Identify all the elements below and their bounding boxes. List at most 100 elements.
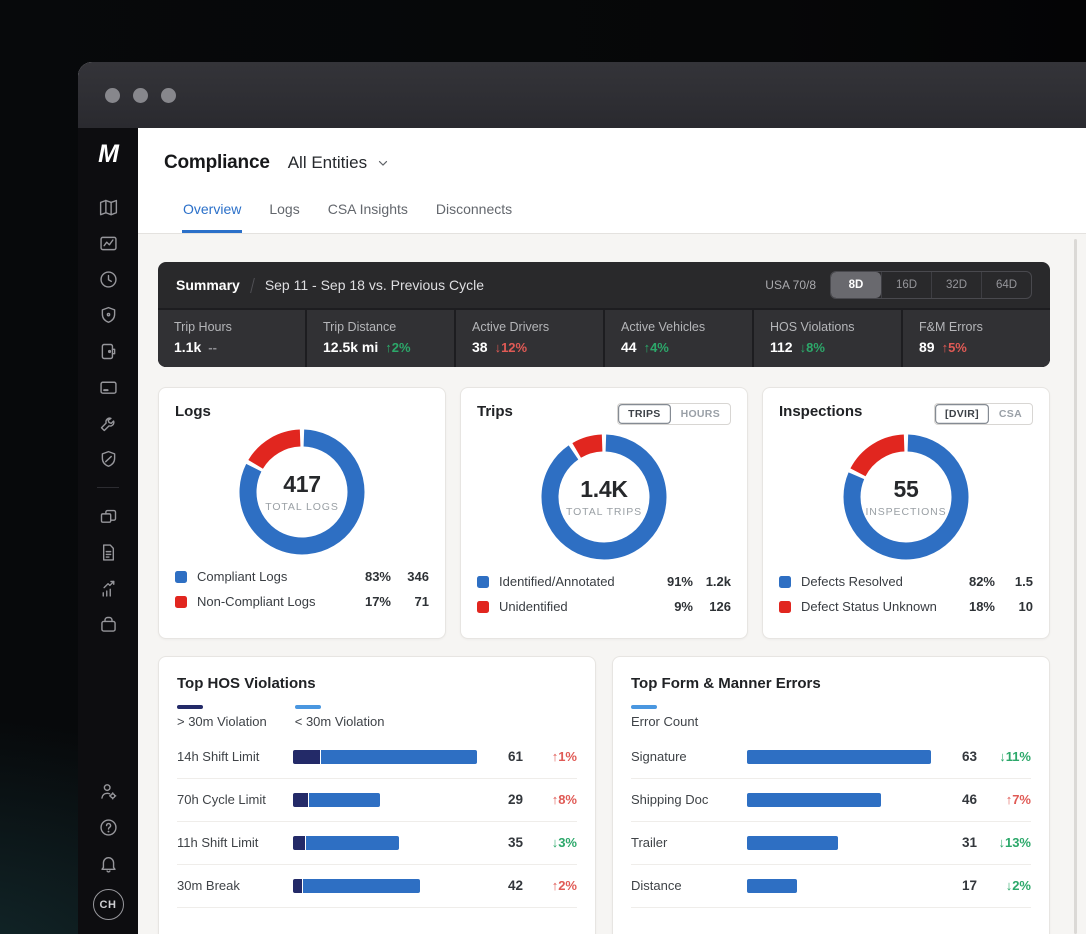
scrollbar[interactable] xyxy=(1074,239,1077,934)
app-window: M xyxy=(78,62,1086,934)
sidebar-item-cards[interactable] xyxy=(78,369,138,405)
window-control-dot[interactable] xyxy=(161,87,176,103)
eld-device-icon xyxy=(101,343,115,359)
tab-bar: Overview Logs CSA Insights Disconnects xyxy=(164,201,1086,233)
user-avatar[interactable]: CH xyxy=(92,889,124,920)
stat-active-drivers: Active Drivers 38 ↓12% xyxy=(456,310,603,367)
main-content: Compliance All Entities Overview Logs CS… xyxy=(138,128,1086,934)
stat-trip-hours: Trip Hours 1.1k -- xyxy=(158,310,305,367)
blue-swatch xyxy=(477,575,489,588)
inspections-donut-chart: 55 INSPECTIONS xyxy=(842,433,970,561)
hos-row-30m: 30m Break 42 ↑2% xyxy=(177,865,577,908)
sidebar-item-dashboard[interactable] xyxy=(78,225,138,261)
bar-segment-under-30m xyxy=(302,878,420,893)
legend-over-30m: > 30m Violation xyxy=(177,705,267,729)
dashboard-icon xyxy=(99,236,117,250)
bar-segment-over-30m xyxy=(293,835,305,850)
dvir-csa-toggle: [DVIR] CSA xyxy=(934,403,1033,425)
trips-donut-chart: 1.4K TOTAL TRIPS xyxy=(540,433,668,561)
cycle-label: USA 70/8 xyxy=(765,278,816,292)
sidebar-item-marketplace[interactable] xyxy=(78,606,138,642)
legend-compliant-logs: Compliant Logs 83% 346 xyxy=(175,569,429,584)
navy-line-swatch xyxy=(177,705,203,709)
toggle-hours-button[interactable]: HOURS xyxy=(671,404,730,424)
stacked-bar xyxy=(293,749,477,764)
donut-chart xyxy=(239,429,365,555)
legend-noncompliant-logs: Non-Compliant Logs 17% 71 xyxy=(175,594,429,609)
legend-defect-status-unknown: Defect Status Unknown 18% 10 xyxy=(779,599,1033,614)
range-32d-button[interactable]: 32D xyxy=(931,272,981,298)
fm-card-title: Top Form & Manner Errors xyxy=(631,675,821,692)
page-header: Compliance All Entities Overview Logs CS… xyxy=(138,128,1086,234)
hos-row-11h: 11h Shift Limit 35 ↓3% xyxy=(177,822,577,865)
toggle-csa-button[interactable]: CSA xyxy=(989,404,1032,424)
hos-row-70h: 70h Cycle Limit 29 ↑8% xyxy=(177,779,577,822)
red-swatch xyxy=(779,600,791,613)
top-hos-violations-card: Top HOS Violations > 30m Violation < 30m… xyxy=(158,656,596,934)
sidebar-item-reports[interactable] xyxy=(78,570,138,606)
toggle-dvir-button[interactable]: [DVIR] xyxy=(935,404,989,424)
tab-overview[interactable]: Overview xyxy=(182,201,243,233)
trips-card-title: Trips xyxy=(477,403,513,420)
sidebar-item-eld[interactable] xyxy=(78,333,138,369)
compass-shield-icon xyxy=(101,450,115,467)
fm-row-distance: Distance 17 ↓2% xyxy=(631,865,1031,908)
bar-segment-over-30m xyxy=(293,792,308,807)
window-control-dot[interactable] xyxy=(105,87,120,103)
tab-logs[interactable]: Logs xyxy=(268,201,300,233)
fm-row-signature: Signature 63 ↓11% xyxy=(631,736,1031,779)
bar xyxy=(747,835,838,850)
fm-bar-chart: Signature 63 ↓11% Shipping Doc 46 ↑7% xyxy=(631,736,1031,908)
legend-under-30m: < 30m Violation xyxy=(294,705,385,729)
sidebar-item-help[interactable] xyxy=(78,809,138,845)
sidebar-item-admin[interactable] xyxy=(78,773,138,809)
sidebar-item-documents[interactable] xyxy=(78,534,138,570)
tab-disconnects[interactable]: Disconnects xyxy=(435,201,513,233)
trips-card: Trips TRIPS HOURS 1.4K TOTAL T xyxy=(460,387,748,639)
donut-chart xyxy=(541,434,667,560)
sidebar-item-dispatch[interactable] xyxy=(78,441,138,477)
range-8d-button[interactable]: 8D xyxy=(831,272,881,298)
range-16d-button[interactable]: 16D xyxy=(881,272,931,298)
sidebar-item-maintenance[interactable] xyxy=(78,405,138,441)
inspections-card: Inspections [DVIR] CSA 55 INSP xyxy=(762,387,1050,639)
bar xyxy=(747,749,931,764)
chevron-down-icon xyxy=(378,160,388,166)
window-control-dot[interactable] xyxy=(133,87,148,103)
inspections-card-title: Inspections xyxy=(779,403,863,420)
stat-active-vehicles: Active Vehicles 44 ↑4% xyxy=(605,310,752,367)
fm-row-shipping-doc: Shipping Doc 46 ↑7% xyxy=(631,779,1031,822)
legend-unidentified: Unidentified 9% 126 xyxy=(477,599,731,614)
stat-fm-errors: F&M Errors 89 ↑5% xyxy=(903,310,1050,367)
page-title: Compliance xyxy=(164,152,270,173)
range-64d-button[interactable]: 64D xyxy=(981,272,1031,298)
summary-panel: Summary Sep 11 - Sep 18 vs. Previous Cyc… xyxy=(158,262,1050,367)
motive-logo: M xyxy=(98,140,119,168)
logs-card-title: Logs xyxy=(175,403,211,420)
sidebar-divider xyxy=(97,487,119,488)
dashboard-content: Summary Sep 11 - Sep 18 vs. Previous Cyc… xyxy=(138,234,1086,934)
sidebar-item-safety[interactable] xyxy=(78,297,138,333)
blue-swatch xyxy=(175,570,187,583)
bar-segment-under-30m xyxy=(321,749,477,764)
stat-hos-violations: HOS Violations 112 ↓8% xyxy=(754,310,901,367)
hos-card-title: Top HOS Violations xyxy=(177,675,316,692)
stacked-bar xyxy=(293,792,381,807)
date-range-toggle: 8D 16D 32D 64D xyxy=(830,271,1032,299)
sidebar-item-time[interactable] xyxy=(78,261,138,297)
blue-swatch xyxy=(779,575,791,588)
bar xyxy=(747,878,797,893)
toggle-trips-button[interactable]: TRIPS xyxy=(618,404,671,424)
tab-csa-insights[interactable]: CSA Insights xyxy=(327,201,409,233)
entity-selector[interactable]: All Entities xyxy=(288,153,390,173)
bell-icon xyxy=(100,856,116,873)
sidebar-item-notifications[interactable] xyxy=(78,845,138,881)
red-swatch xyxy=(477,600,489,613)
window-titlebar xyxy=(78,62,1086,128)
lightblue-line-swatch xyxy=(294,705,321,709)
sidebar-item-messages[interactable] xyxy=(78,498,138,534)
donut-chart xyxy=(843,434,969,560)
lightblue-line-swatch xyxy=(631,705,657,709)
sidebar-item-map[interactable] xyxy=(78,189,138,225)
briefcase-icon xyxy=(100,616,116,632)
